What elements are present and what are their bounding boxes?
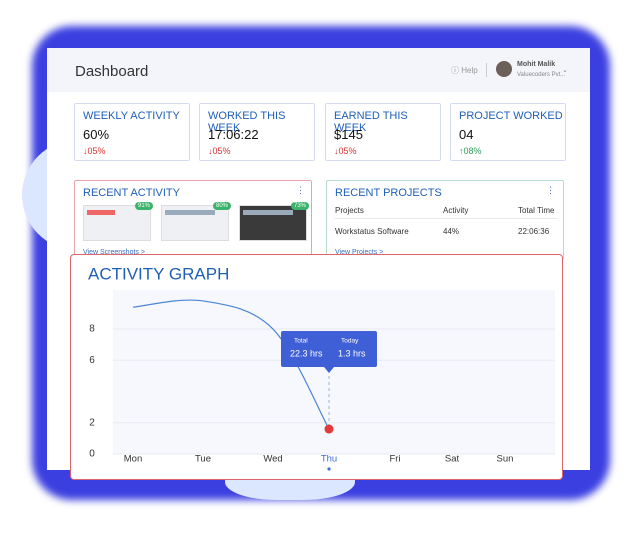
activity-badge: 73% — [291, 202, 310, 210]
tooltip-box — [281, 331, 377, 367]
stat-title: WEEKLY ACTIVITY — [83, 110, 180, 122]
stat-title: WORKED THIS WEEK — [208, 110, 286, 134]
table-header: Activity — [443, 206, 469, 215]
y-tick-label: 6 — [89, 355, 95, 366]
tooltip-label: Total — [294, 338, 308, 345]
x-tick-label: Sun — [497, 454, 514, 465]
stat-card: WORKED THIS WEEK 17:06:22 ↓05% — [199, 103, 315, 161]
plot-area — [113, 290, 555, 454]
table-cell: 44% — [443, 227, 460, 236]
activity-badge: 91% — [135, 202, 154, 210]
page-title: Dashboard — [75, 63, 149, 80]
table-header: Total Time — [518, 206, 555, 215]
stat-change: ↓05% — [83, 146, 106, 156]
thumb-bar — [165, 210, 215, 215]
view-screenshots-link[interactable]: View Screenshots > — [83, 249, 145, 256]
x-tick-label: Thu — [321, 454, 337, 465]
y-tick-label: 8 — [89, 324, 95, 335]
stat-value: $145 — [334, 127, 363, 142]
stat-change: ↓05% — [208, 146, 231, 156]
table-header: Projects — [335, 206, 364, 215]
table-cell: Workstatus Software — [335, 227, 409, 236]
stat-title: PROJECT WORKED — [459, 110, 563, 122]
x-tick-label: Mon — [124, 454, 142, 465]
stat-change: ↑08% — [459, 146, 482, 156]
thumb-bar — [243, 210, 293, 215]
tooltip-pointer — [324, 367, 334, 373]
x-tick-label: Wed — [263, 454, 282, 465]
x-tick-label: Fri — [389, 454, 400, 465]
tooltip-value: 1.3 hrs — [338, 348, 366, 358]
table-rule — [335, 218, 557, 219]
highlight-point — [324, 424, 334, 434]
recent-activity-card: RECENT ACTIVITY ⋮ 91% 80% 73% View Screens… — [74, 180, 312, 260]
x-tick-marker — [327, 467, 331, 471]
x-tick-label: Tue — [195, 454, 211, 465]
divider — [486, 63, 487, 77]
stat-value: 60% — [83, 127, 110, 142]
tooltip-value: 22.3 hrs — [290, 348, 323, 358]
thumb-bar — [87, 210, 115, 215]
y-tick-label: 2 — [89, 417, 95, 428]
card-menu[interactable]: ⋮ — [546, 185, 555, 195]
user-menu-caret[interactable]: ⌄ — [562, 67, 568, 74]
recent-projects-card: RECENT PROJECTS ⋮ Projects Activity Tota… — [326, 180, 564, 260]
stat-change: ↓05% — [334, 146, 357, 156]
help-text: Help — [461, 66, 478, 75]
screenshot-thumb — [161, 205, 229, 241]
screenshot-thumb — [83, 205, 151, 241]
stat-title: EARNED THIS WEEK — [334, 110, 408, 134]
tooltip-label: Today — [341, 338, 359, 345]
chart-title: ACTIVITY GRAPH — [88, 264, 229, 283]
help-link[interactable]: ⓘ Help — [451, 66, 478, 75]
stat-value: 04 — [459, 127, 474, 142]
stat-value: 17:06:22 — [208, 127, 259, 142]
view-projects-link[interactable]: View Projects > — [335, 249, 384, 256]
card-title: RECENT PROJECTS — [335, 187, 442, 199]
company-name: Valuecoders Pvt... — [517, 72, 566, 78]
activity-badge: 80% — [213, 202, 232, 210]
avatar[interactable] — [496, 61, 512, 77]
x-tick-label: Sat — [445, 454, 460, 465]
line-series — [132, 299, 330, 430]
stat-card: EARNED THIS WEEK $145 ↓05% — [325, 103, 441, 161]
y-tick-label: 0 — [89, 449, 95, 460]
stat-card: WEEKLY ACTIVITY 60% ↓05% — [74, 103, 190, 161]
stat-card: PROJECT WORKED 04 ↑08% — [450, 103, 566, 161]
card-menu[interactable]: ⋮ — [296, 185, 305, 195]
user-name: Mohit Malik — [517, 61, 556, 68]
card-title: RECENT ACTIVITY — [83, 187, 180, 199]
screenshot-thumb — [239, 205, 307, 241]
table-cell: 22:06:36 — [518, 227, 550, 236]
